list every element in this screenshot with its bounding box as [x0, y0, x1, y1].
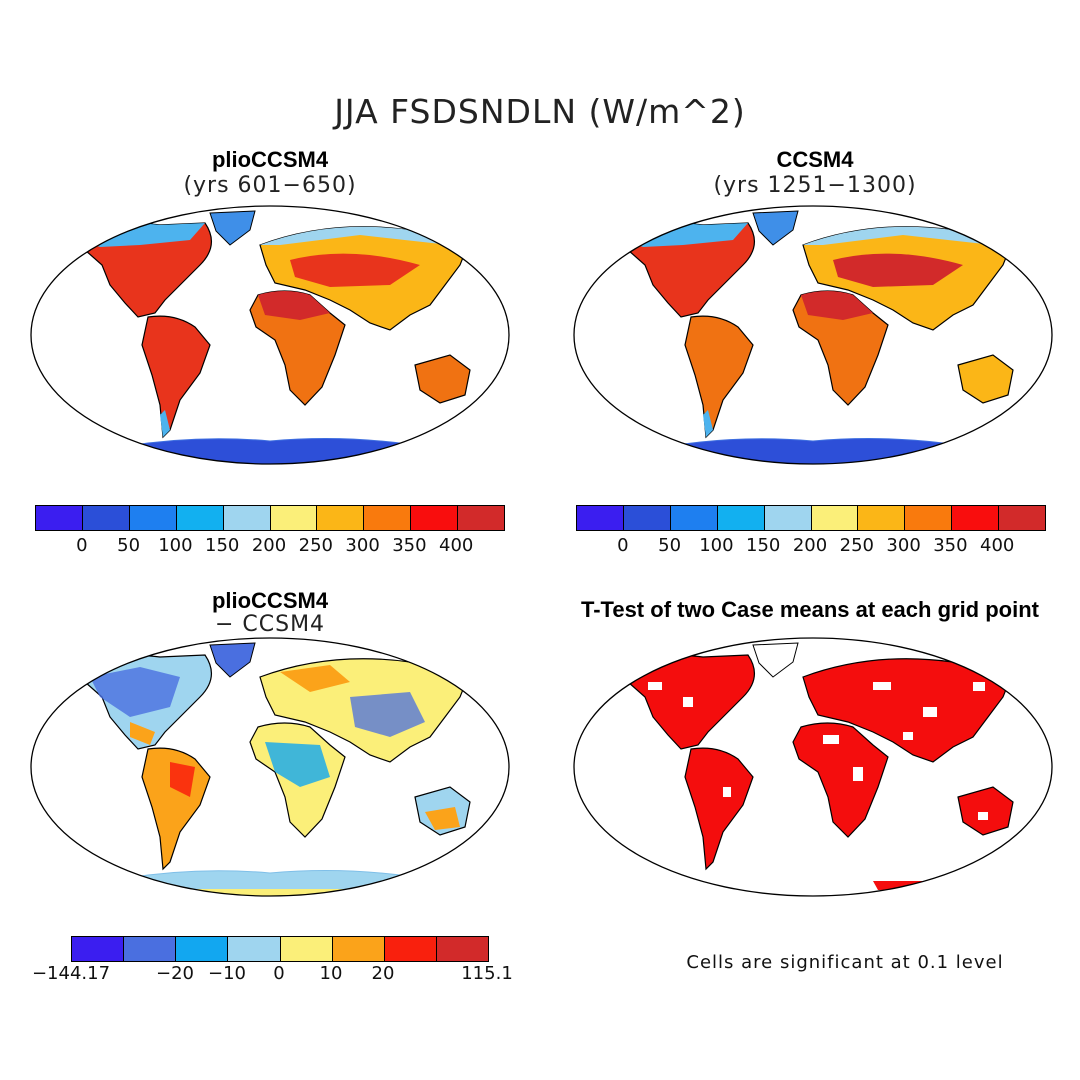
colorbar-top-left-tick-label: 250 [298, 535, 333, 556]
colorbar-top-right-tick-label: 50 [658, 535, 682, 556]
colorbar-top-left-swatch [129, 506, 177, 530]
panel-subtitle-top-right: (yrs 1251−1300) [713, 173, 917, 198]
colorbar-difference-tick-label: −20 [156, 963, 194, 984]
panel-title-top-left: plioCCSM4 [211, 147, 329, 172]
colorbar-top-left-tick-label: 300 [345, 535, 380, 556]
colorbar-top-right-tick-label: 300 [886, 535, 921, 556]
colorbar-top-left-tick-label: 350 [392, 535, 427, 556]
colorbar-difference-tick-label: −10 [208, 963, 246, 984]
colorbar-difference-tick-label: 0 [273, 963, 285, 984]
colorbar-top-right-tick-label: 250 [839, 535, 874, 556]
colorbar-top-right-swatch [858, 506, 906, 530]
colorbar-difference-swatch [384, 937, 437, 961]
colorbar-difference-tick-label: −144.17 [31, 963, 111, 984]
colorbar-top-right-swatch [811, 506, 859, 530]
colorbar-top-left-swatch [317, 506, 365, 530]
colorbar-difference-swatch [436, 937, 488, 961]
colorbar-top-left-swatch [36, 506, 83, 530]
main-title: JJA FSDSNDLN (W/m^2) [334, 92, 746, 131]
colorbar-top-left [35, 505, 505, 531]
colorbar-top-right-swatch [623, 506, 671, 530]
colorbar-top-left-swatch [364, 506, 412, 530]
map-top-left [30, 205, 510, 465]
colorbar-top-left-ticks: 0 50 100 150 200 250 300 350 400 [35, 535, 503, 557]
colorbar-top-left-swatch [82, 506, 130, 530]
colorbar-top-right-tick-label: 0 [617, 535, 629, 556]
colorbar-top-right [576, 505, 1046, 531]
panel-subtitle-top-left: (yrs 601−650) [183, 173, 357, 198]
colorbar-top-left-tick-label: 200 [251, 535, 287, 556]
colorbar-difference-swatch [332, 937, 385, 961]
colorbar-top-left-tick-label: 0 [76, 535, 88, 556]
colorbar-difference [71, 936, 489, 962]
colorbar-top-left-tick-label: 50 [117, 535, 141, 556]
colorbar-top-left-swatch [223, 506, 271, 530]
panel-title-bottom-left: plioCCSM4 [211, 588, 329, 613]
panel-subtitle-bottom-left: − CCSM4 [214, 612, 326, 637]
colorbar-top-left-tick-label: 400 [439, 535, 474, 556]
colorbar-difference-tick-label: 20 [371, 963, 395, 984]
colorbar-top-left-tick-label: 150 [205, 535, 240, 556]
colorbar-top-left-swatch [176, 506, 224, 530]
colorbar-top-right-swatch [999, 506, 1046, 530]
colorbar-difference-swatch [228, 937, 281, 961]
colorbar-top-right-swatch [670, 506, 718, 530]
significance-note: Cells are significant at 0.1 level [686, 952, 1004, 973]
colorbar-top-right-swatch [905, 506, 953, 530]
colorbar-top-right-swatch [952, 506, 1000, 530]
colorbar-difference-tick-label: 115.1 [461, 963, 513, 984]
colorbar-top-right-tick-label: 350 [933, 535, 968, 556]
colorbar-difference-tick-label: 10 [319, 963, 343, 984]
panel-title-bottom-right: T-Test of two Case means at each grid po… [580, 597, 1039, 622]
colorbar-top-right-tick-label: 150 [746, 535, 781, 556]
map-top-right [573, 205, 1053, 465]
colorbar-difference-ticks: −144.17 −20 −10 0 10 20 115.1 [32, 963, 513, 985]
map-bottom-right [573, 637, 1053, 897]
colorbar-top-left-swatch [411, 506, 459, 530]
colorbar-difference-swatch [124, 937, 177, 961]
colorbar-difference-swatch [280, 937, 333, 961]
colorbar-top-right-swatch [764, 506, 812, 530]
colorbar-top-right-swatch [717, 506, 765, 530]
colorbar-top-right-tick-label: 200 [792, 535, 828, 556]
colorbar-top-left-swatch [270, 506, 318, 530]
colorbar-top-right-swatch [577, 506, 624, 530]
colorbar-top-right-tick-label: 400 [980, 535, 1015, 556]
colorbar-top-left-tick-label: 100 [158, 535, 193, 556]
colorbar-difference-swatch [72, 937, 125, 961]
map-bottom-left [30, 637, 510, 897]
colorbar-top-left-swatch [458, 506, 505, 530]
colorbar-top-right-ticks: 0 50 100 150 200 250 300 350 400 [576, 535, 1044, 557]
panel-title-top-right: CCSM4 [776, 147, 854, 172]
colorbar-top-right-tick-label: 100 [699, 535, 734, 556]
colorbar-difference-swatch [176, 937, 229, 961]
